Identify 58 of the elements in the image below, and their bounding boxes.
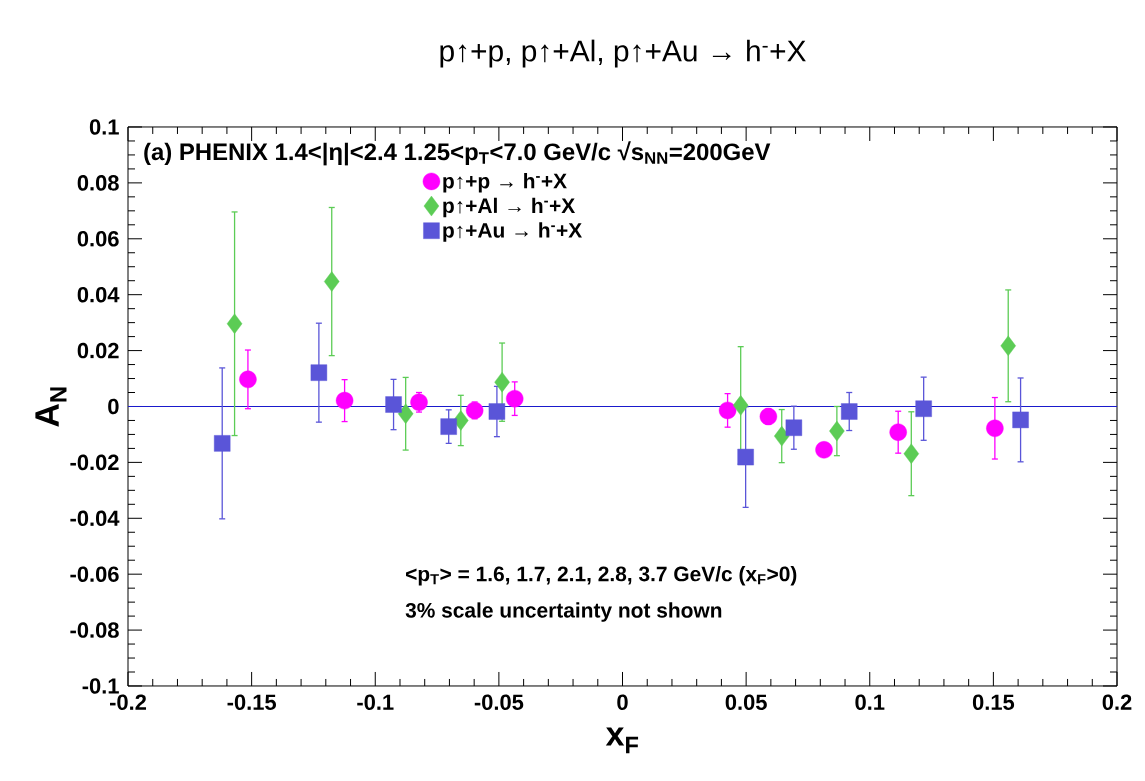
point bbox=[815, 441, 833, 459]
y-tick-label: 0.04 bbox=[77, 286, 120, 303]
point bbox=[718, 401, 737, 420]
point bbox=[759, 407, 778, 426]
y-tick-label: 0.02 bbox=[77, 342, 119, 359]
y-tick-label: -0.06 bbox=[70, 566, 119, 582]
point bbox=[494, 371, 510, 393]
legend-label: p↑+Al → h$^{-}$+X bbox=[443, 197, 576, 218]
point bbox=[903, 443, 919, 464]
point bbox=[506, 389, 524, 408]
point bbox=[324, 271, 340, 292]
legend-label: p↑+p → h$^{-}$+X bbox=[443, 173, 567, 193]
x-tick-label: 0 bbox=[617, 694, 628, 711]
point bbox=[889, 423, 907, 441]
y-tick-label: -0.02 bbox=[70, 454, 119, 471]
y-tick-label: 0.1 bbox=[89, 119, 119, 135]
y-tick-label: 0.08 bbox=[77, 175, 119, 191]
y-tick-label: -0.04 bbox=[70, 510, 120, 527]
chart-title: p↑+p, p↑+Al, p↑+Au → h$^{-}$+X bbox=[440, 39, 806, 68]
x-tick-label: 0.1 bbox=[855, 694, 885, 711]
y-tick-label: 0 bbox=[108, 398, 119, 415]
point bbox=[785, 419, 803, 436]
x-tick-label: -0.1 bbox=[357, 694, 394, 711]
x-tick-label: -0.15 bbox=[227, 694, 276, 711]
x-tick-label: 0.05 bbox=[725, 694, 767, 711]
point bbox=[774, 425, 790, 447]
point bbox=[829, 420, 845, 442]
point bbox=[410, 393, 428, 411]
point bbox=[1000, 335, 1016, 357]
point bbox=[488, 403, 506, 420]
point bbox=[239, 370, 257, 389]
point bbox=[214, 435, 231, 452]
point bbox=[733, 395, 749, 416]
point bbox=[385, 396, 402, 413]
x-axis-title: x$_{F}$ bbox=[605, 727, 639, 754]
point bbox=[841, 403, 858, 420]
point bbox=[986, 419, 1004, 437]
legend-label: p↑+Au → h$^{-}$+X bbox=[443, 222, 582, 242]
y-tick-label: -0.1 bbox=[82, 678, 119, 694]
y-tick-label: -0.08 bbox=[70, 622, 119, 638]
point bbox=[1012, 411, 1029, 429]
point bbox=[737, 448, 754, 466]
point bbox=[397, 403, 414, 424]
point bbox=[226, 313, 243, 334]
x-tick-label: -0.05 bbox=[474, 694, 524, 711]
point bbox=[915, 400, 932, 417]
annotation: 3% scale uncertainty not shown bbox=[405, 602, 722, 622]
x-tick-label: 0.2 bbox=[1102, 694, 1132, 711]
point bbox=[310, 364, 328, 381]
point bbox=[440, 418, 457, 435]
y-tick-label: 0.06 bbox=[77, 231, 119, 247]
point bbox=[465, 401, 484, 420]
annotation: (a) PHENIX 1.4<|η|<2.4 1.25<p$_{T}$<7.0 GeV/c √s$_{NN}$=200GeV bbox=[144, 141, 771, 166]
x-tick-label: 0.15 bbox=[972, 694, 1015, 711]
annotation: <p$_{T}$> = 1.6, 1.7, 2.1, 2.8, 3.7 GeV/c (x$_{F}$>0) bbox=[406, 566, 797, 586]
y-axis-title: A$_{N}$ bbox=[35, 387, 67, 427]
point bbox=[335, 391, 354, 410]
x-tick-label: -0.2 bbox=[109, 694, 147, 711]
